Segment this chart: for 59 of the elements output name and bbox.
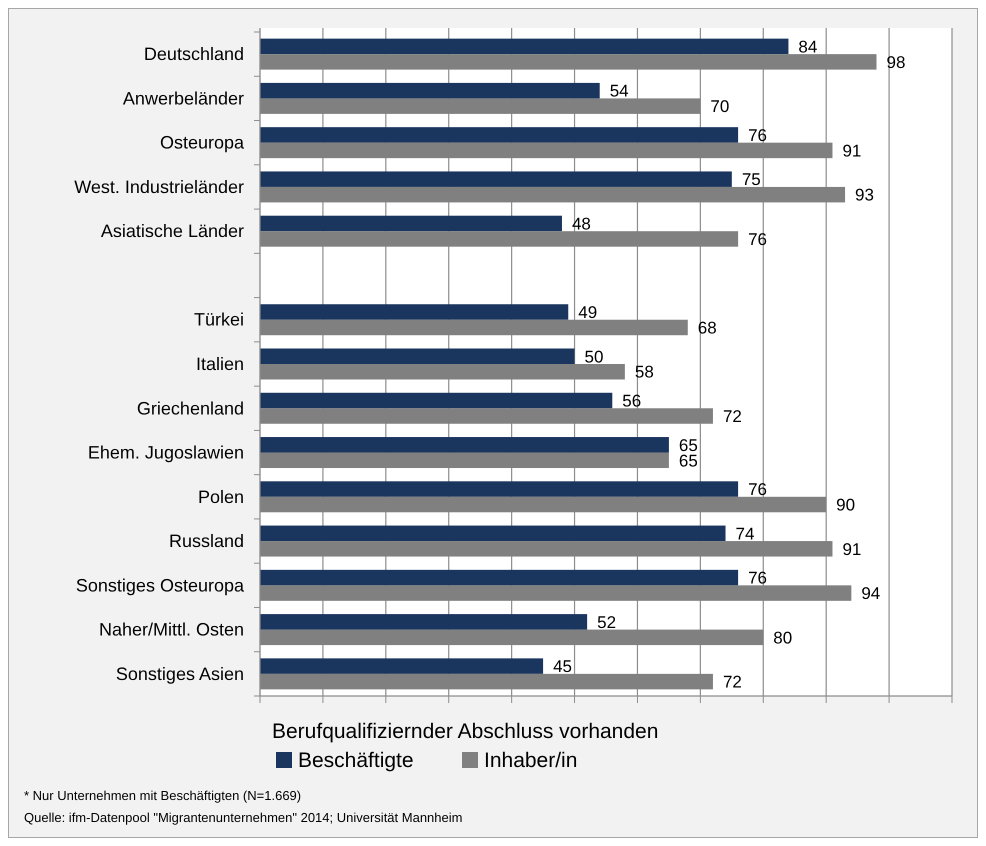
y-tick-label: Sonstiges Osteuropa [76,575,245,596]
y-tick-label: Polen [198,486,244,507]
data-label: 94 [861,584,880,604]
text: * Nur Unternehmen mit Beschäftigten (N=1.669) [24,788,302,803]
bar [260,437,669,453]
data-label: 68 [698,318,717,338]
data-label: 54 [610,82,629,101]
data-label: 50 [584,347,604,366]
y-tick-label: Ehem. Jugoslawien [88,442,244,463]
data-label: 49 [578,302,598,322]
y-tick-label: Anwerbeländer [122,88,244,108]
bar [260,38,788,54]
y-tick-label: Sonstiges Asien [116,664,244,684]
bar [260,82,600,98]
y-tick-label: Osteuropa [160,132,245,153]
y-tick-label: Naher/Mittl. Osten [98,620,244,640]
bar [260,127,738,143]
data-label: 84 [798,37,818,56]
y-tick-label: Deutschland [144,44,244,64]
data-label: 56 [622,392,642,411]
bar [260,348,575,364]
data-label: 45 [553,657,572,676]
bar [260,216,562,232]
y-tick-label: Griechenland [136,398,244,418]
data-label: 76 [748,480,768,500]
data-label: 72 [722,407,742,426]
bar [260,171,732,187]
legend-label: Beschäftigte [298,749,414,772]
y-tick-label: Asiatische Länder [100,221,244,242]
data-label: 74 [736,524,754,544]
data-label: 91 [842,141,862,160]
data-label: 76 [748,230,768,249]
bar [260,526,726,542]
data-label: 90 [836,496,856,515]
data-label: 48 [572,214,591,234]
data-label: 98 [886,52,906,72]
data-label: 58 [634,362,654,382]
data-label: 72 [722,672,742,692]
data-label: 93 [855,186,874,205]
bar [260,614,588,630]
y-tick-label: Türkei [194,310,244,330]
y-tick-label: Italien [196,354,244,374]
data-label: 75 [742,170,761,190]
data-label: 91 [842,540,862,559]
data-label: 80 [773,628,792,648]
legend-label: Inhaber/in [484,749,578,772]
bar [260,481,738,497]
data-label: 76 [748,126,768,145]
data-label: 52 [597,612,616,632]
bar [260,658,544,674]
bar [260,304,568,320]
bar [260,570,738,586]
legend-title: Berufqualifiziernder Abschluss vorhanden [272,720,658,743]
data-label: 70 [710,97,730,116]
source-note: Quelle: ifm-Datenpool "Migrantenunternehmen" 2014; Universität Mannheim [24,810,462,825]
y-tick-label: West. Industrieländer [74,176,244,197]
data-label: 76 [748,568,768,588]
bar [260,392,612,408]
y-tick-label: Russland [168,531,244,552]
